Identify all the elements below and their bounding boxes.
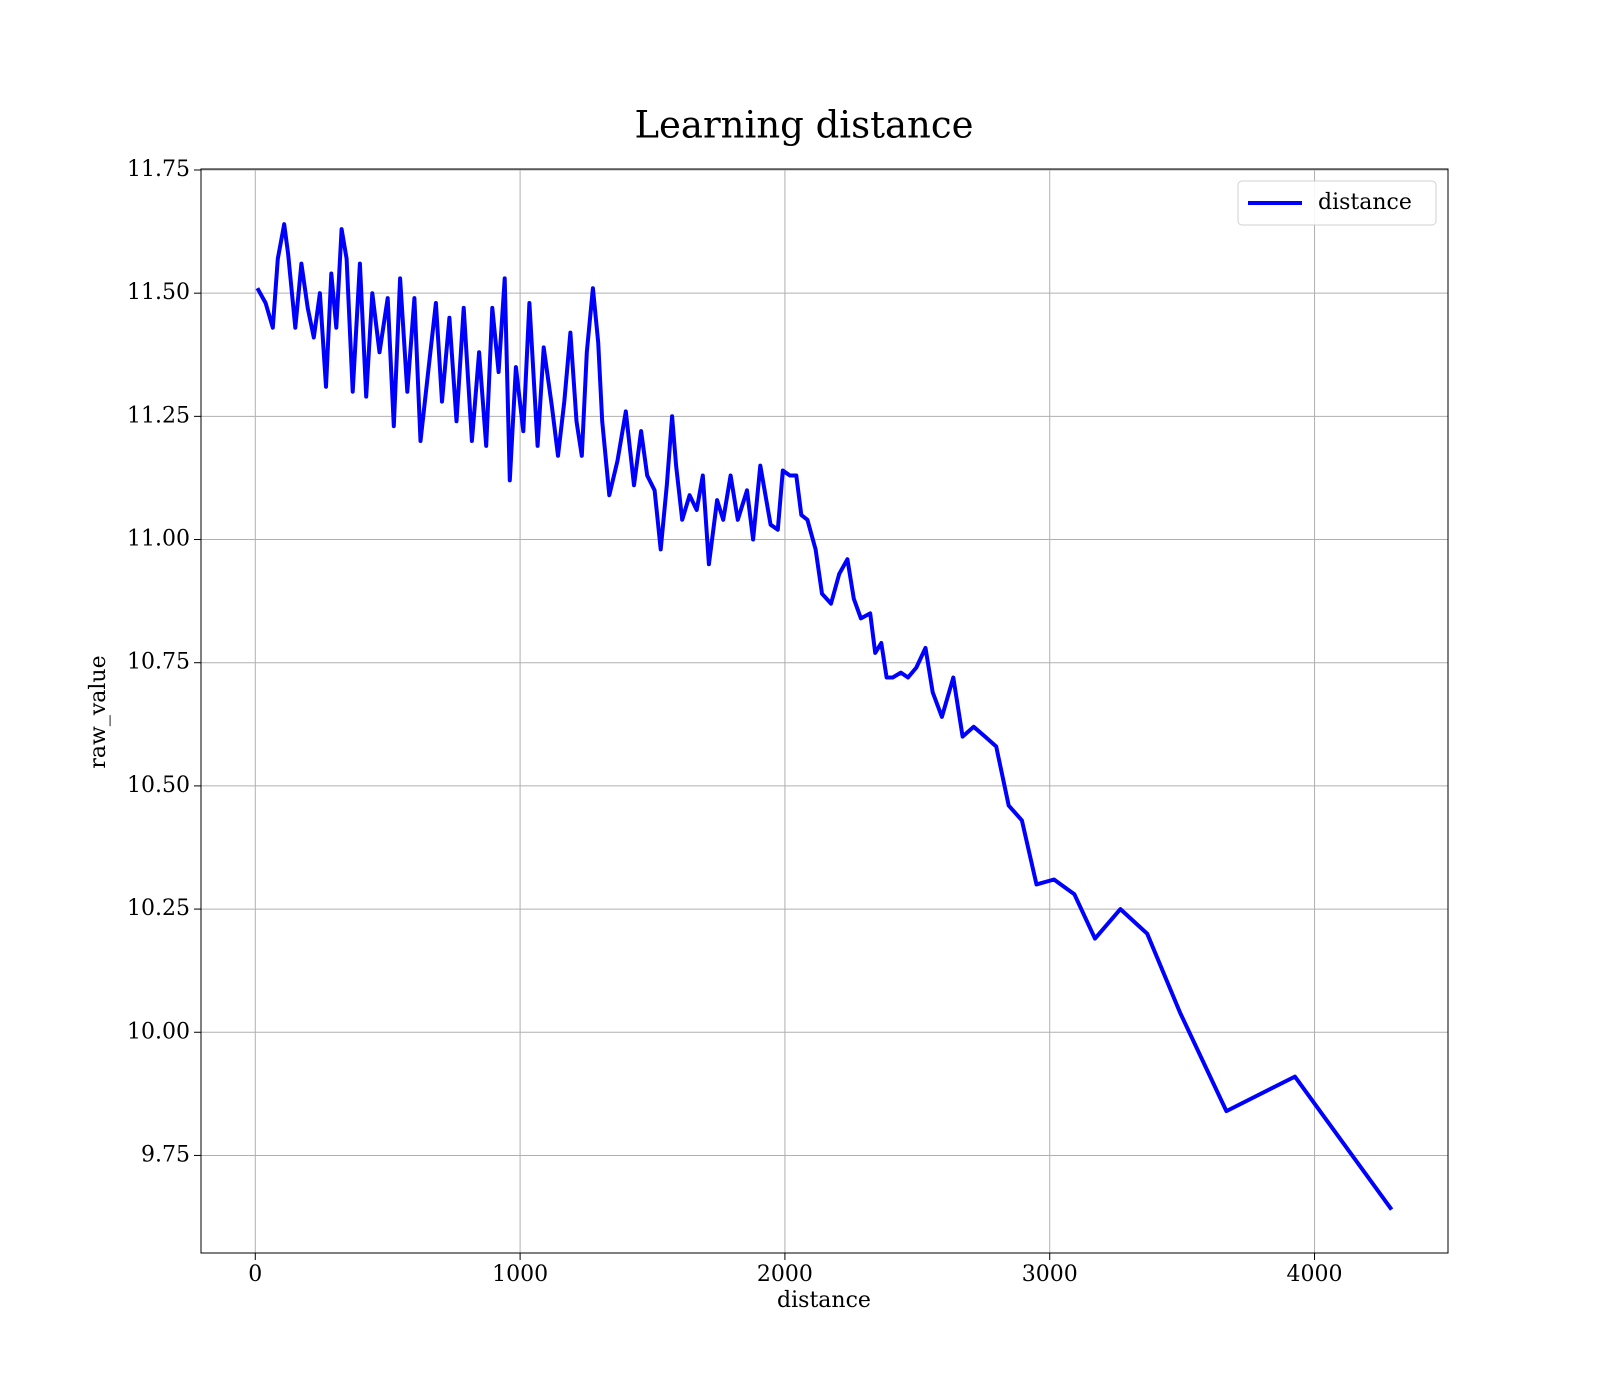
x-axis-label: distance — [777, 1288, 871, 1313]
y-axis-label: raw_value — [86, 655, 111, 768]
y-tick-label: 10.00 — [127, 1019, 190, 1044]
data-line — [255, 222, 1394, 1211]
legend-box — [1237, 180, 1437, 226]
legend: distance — [1237, 180, 1437, 226]
x-tick-label: 2000 — [757, 1262, 813, 1287]
y-tick-label: 11.75 — [127, 157, 190, 182]
chart-title: Learning distance — [634, 104, 973, 147]
y-tick-label: 10.75 — [127, 650, 190, 675]
y-tick-label: 11.50 — [127, 280, 190, 305]
x-tick-label: 4000 — [1287, 1262, 1343, 1287]
y-tick-label: 11.25 — [127, 403, 190, 428]
y-tick-label: 10.50 — [127, 773, 190, 798]
y-tick-label: 11.00 — [127, 527, 190, 552]
plot-frame — [200, 168, 1449, 1254]
x-tick-label: 1000 — [492, 1262, 548, 1287]
y-tick-label: 10.25 — [127, 896, 190, 921]
legend-label: distance — [1318, 190, 1412, 215]
x-tick-label: 3000 — [1022, 1262, 1078, 1287]
x-tick-label: 0 — [248, 1262, 262, 1287]
y-tick-label: 9.75 — [141, 1142, 190, 1167]
